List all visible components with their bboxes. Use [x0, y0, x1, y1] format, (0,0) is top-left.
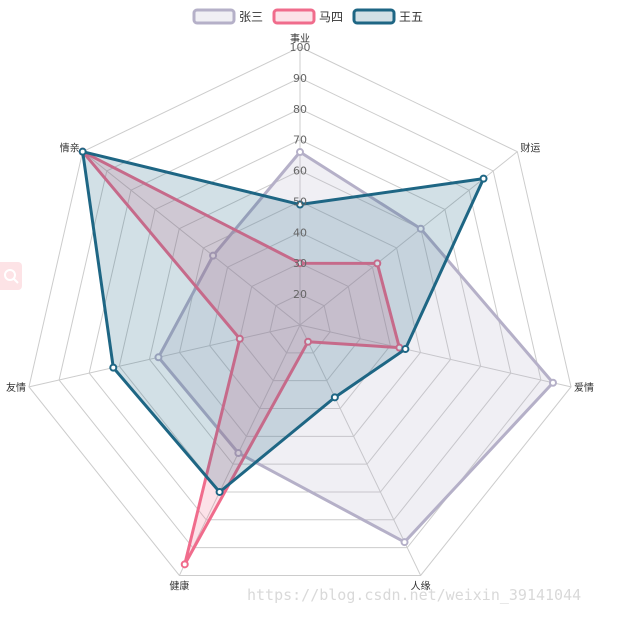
legend-item[interactable]: 王五 — [352, 8, 423, 25]
data-point[interactable] — [234, 449, 243, 458]
data-point[interactable] — [296, 259, 304, 268]
data-point[interactable] — [296, 148, 304, 157]
watermark-url: https://blog.csdn.net/weixin_39141044 — [247, 586, 582, 604]
legend-swatch — [192, 8, 236, 25]
tick-label: 90 — [293, 72, 307, 85]
data-point[interactable] — [109, 363, 118, 372]
tick-label: 40 — [293, 226, 307, 239]
series-area — [81, 150, 486, 494]
data-point[interactable] — [548, 378, 557, 387]
data-point[interactable] — [304, 337, 313, 346]
tick-label: 80 — [293, 103, 307, 116]
data-point[interactable] — [330, 393, 339, 402]
legend-item[interactable]: 张三 — [192, 8, 263, 25]
legend-item[interactable]: 马四 — [272, 8, 343, 25]
indicator-label: 人缘 — [411, 579, 431, 592]
axis-spoke — [299, 324, 422, 576]
data-point[interactable] — [479, 174, 488, 183]
indicator-label: 财运 — [520, 142, 540, 155]
data-point[interactable] — [235, 334, 244, 343]
legend-label: 王五 — [399, 10, 423, 24]
radar-series — [78, 147, 557, 569]
data-point[interactable] — [209, 251, 218, 260]
series-王五[interactable] — [78, 147, 488, 496]
indicator-label: 事业 — [290, 32, 310, 45]
tick-label: 60 — [293, 165, 307, 178]
data-point[interactable] — [215, 487, 224, 496]
axis-spoke — [28, 324, 301, 388]
search-icon — [4, 269, 19, 284]
side-search-button[interactable] — [0, 262, 22, 290]
indicator-label: 友情 — [6, 381, 26, 394]
grid-ring — [209, 231, 391, 409]
data-point[interactable] — [400, 538, 409, 547]
data-point[interactable] — [401, 345, 410, 354]
grid-ring — [269, 293, 331, 354]
grid-ring — [179, 200, 421, 437]
indicator-label: 健康 — [169, 579, 189, 592]
tick-label: 50 — [293, 195, 307, 208]
series-张三[interactable] — [154, 148, 557, 547]
grid-ring — [28, 46, 572, 576]
legend-swatch — [272, 8, 316, 25]
data-point[interactable] — [296, 200, 304, 209]
grid-ring — [88, 108, 512, 521]
data-point[interactable] — [154, 353, 163, 362]
legend[interactable]: 张三 马四 王五 — [192, 8, 423, 25]
tick-label: 20 — [293, 288, 307, 301]
axis-spoke — [82, 151, 301, 326]
data-point[interactable] — [180, 560, 189, 569]
series-area — [81, 150, 401, 566]
data-point[interactable] — [78, 147, 87, 156]
axis-spoke — [299, 324, 572, 388]
radial-axis-ticks: 20 30 40 50 60 70 80 90 100 — [290, 41, 311, 301]
grid-ring — [58, 77, 542, 549]
legend-swatch — [352, 8, 396, 25]
tick-label: 100 — [290, 41, 311, 54]
grid-ring — [239, 262, 361, 382]
indicator-label: 情亲 — [60, 142, 80, 155]
tick-label: 70 — [293, 134, 307, 147]
legend-label: 张三 — [239, 10, 263, 24]
series-area — [156, 150, 555, 544]
tick-label: 30 — [293, 257, 307, 270]
series-马四[interactable] — [78, 147, 404, 569]
grid-ring — [118, 139, 482, 493]
grid-ring — [148, 170, 452, 465]
data-point[interactable] — [373, 259, 382, 268]
data-point[interactable] — [416, 224, 425, 233]
legend-label: 马四 — [319, 10, 343, 24]
indicator-label: 爱情 — [574, 381, 594, 394]
